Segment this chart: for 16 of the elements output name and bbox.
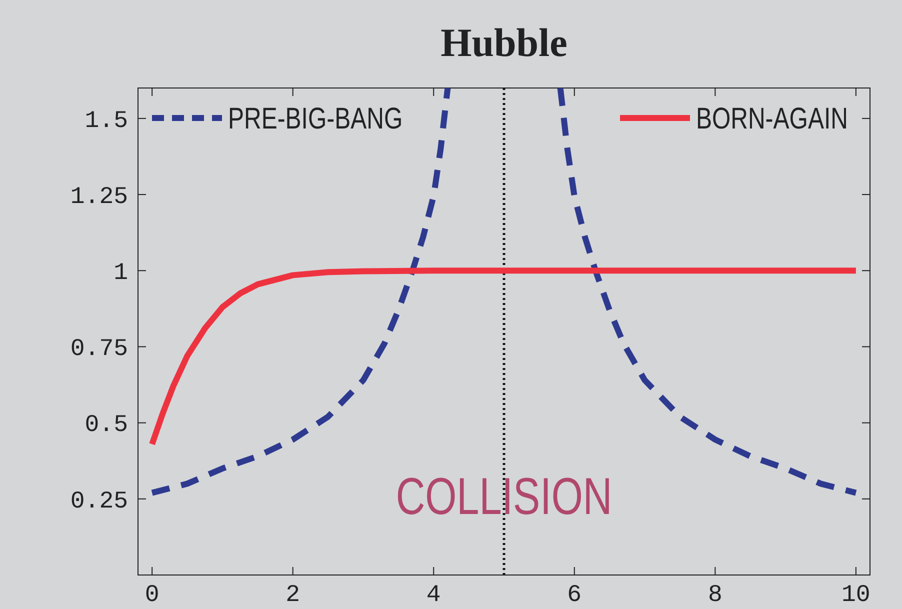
legend-label: PRE-BIG-BANG (228, 100, 403, 136)
chart-title: Hubble (440, 20, 568, 65)
y-tick-label: 0.5 (84, 412, 128, 440)
x-tick-label: 8 (708, 582, 722, 609)
y-tick-label: 0.25 (70, 488, 128, 516)
y-tick-label: 1.25 (70, 184, 128, 211)
y-tick-label: 1 (114, 260, 128, 288)
x-tick-label: 4 (426, 582, 441, 609)
x-tick-label: 6 (567, 582, 582, 609)
x-tick-label: 0 (144, 582, 160, 609)
y-tick-label: 0.75 (70, 336, 128, 364)
annotation: COLLISION (396, 467, 612, 526)
legend-label: BORN-AGAIN (696, 100, 848, 136)
x-tick-label: 2 (286, 582, 300, 609)
y-tick-label: 1.5 (84, 108, 128, 135)
x-tick-label: 10 (842, 582, 870, 609)
